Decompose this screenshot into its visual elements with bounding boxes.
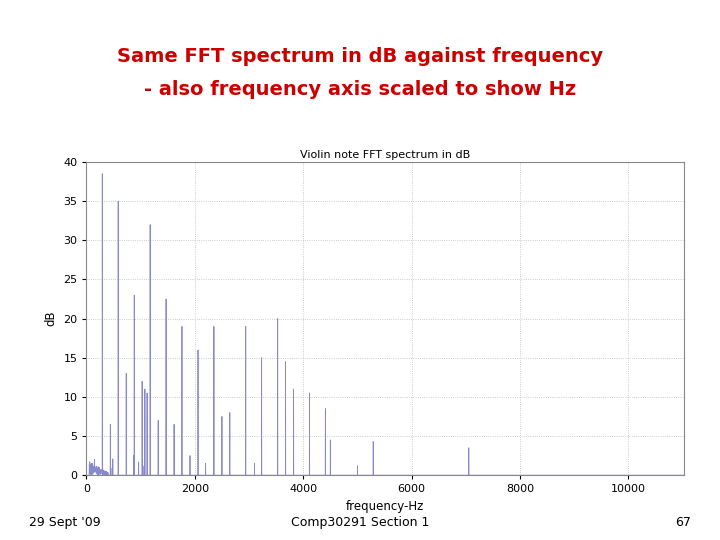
Y-axis label: dB: dB (45, 311, 58, 326)
Text: 29 Sept '09: 29 Sept '09 (29, 516, 100, 529)
Text: Same FFT spectrum in dB against frequency: Same FFT spectrum in dB against frequenc… (117, 47, 603, 66)
X-axis label: frequency-Hz: frequency-Hz (346, 500, 424, 513)
Text: - also frequency axis scaled to show Hz: - also frequency axis scaled to show Hz (144, 79, 576, 99)
Text: 67: 67 (675, 516, 691, 529)
Text: Comp30291 Section 1: Comp30291 Section 1 (291, 516, 429, 529)
Title: Violin note FFT spectrum in dB: Violin note FFT spectrum in dB (300, 150, 470, 160)
